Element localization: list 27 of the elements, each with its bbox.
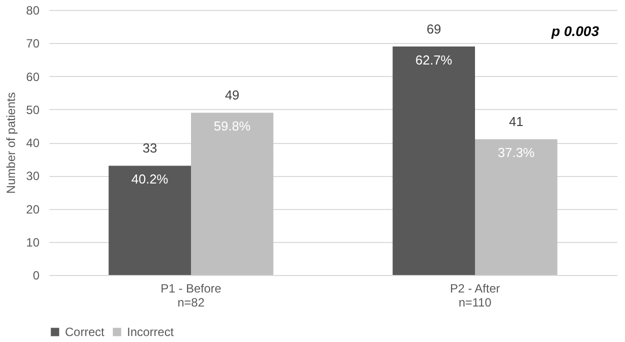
y-tick-label: 80	[26, 4, 40, 18]
y-tick-label: 30	[26, 169, 40, 184]
y-tick-label: 70	[26, 36, 40, 51]
bar	[392, 46, 475, 275]
data-label: 69	[426, 21, 442, 36]
annotation: p 0.003	[550, 23, 600, 39]
bar	[475, 139, 558, 275]
y-tick-label: 50	[26, 102, 40, 117]
annotation: 40.2%	[131, 172, 169, 187]
data-label: 49	[224, 88, 240, 103]
bar	[191, 112, 274, 275]
y-tick-label: 20	[26, 202, 40, 216]
y-axis-title: Number of patients	[4, 92, 18, 194]
annotation: 62.7%	[415, 52, 453, 68]
data-label: 41	[508, 114, 524, 130]
legend-label: Incorrect	[127, 325, 174, 339]
data-label: 33	[142, 140, 158, 156]
x-tick-label: P2 - After n=110	[450, 282, 500, 310]
legend-label: Correct	[65, 325, 106, 339]
x-tick-label: P1 - Before n=82	[160, 282, 222, 310]
annotation: 37.3%	[498, 145, 536, 160]
bar	[108, 166, 191, 275]
y-tick-label: 60	[26, 70, 40, 84]
y-tick-label: 10	[26, 235, 40, 250]
y-tick-label: 0	[32, 268, 40, 282]
y-tick-label: 40	[26, 136, 40, 150]
annotation: 59.8%	[214, 118, 252, 134]
